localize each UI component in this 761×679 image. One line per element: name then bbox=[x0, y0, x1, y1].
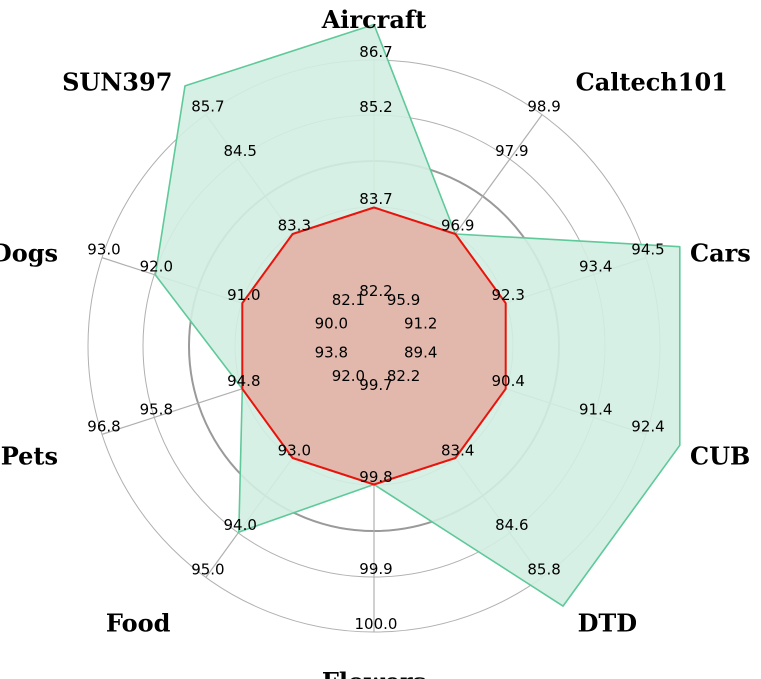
tick-label-cars-2: 92.3 bbox=[491, 286, 524, 304]
series-layer bbox=[154, 23, 681, 607]
tick-label-dogs-4: 93.0 bbox=[87, 241, 120, 259]
tick-label-food-1: 92.0 bbox=[332, 367, 365, 385]
tick-label-food-4: 95.0 bbox=[191, 560, 224, 578]
tick-label-dogs-1: 90.0 bbox=[315, 315, 348, 333]
tick-label-aircraft-2: 83.7 bbox=[359, 190, 392, 208]
tick-label-cub-3: 91.4 bbox=[579, 400, 612, 418]
tick-label-dtd-3: 84.6 bbox=[495, 516, 528, 534]
tick-label-food-2: 93.0 bbox=[278, 442, 311, 460]
tick-label-food-3: 94.0 bbox=[223, 516, 256, 534]
axis-name-caltech101: Caltech101 bbox=[576, 67, 728, 96]
axis-name-cub: CUB bbox=[690, 442, 750, 471]
axis-name-pets: Pets bbox=[1, 442, 58, 471]
tick-label-flowers-1: 99.7 bbox=[359, 376, 392, 394]
tick-label-flowers-4: 100.0 bbox=[355, 615, 398, 633]
tick-label-pets-2: 94.8 bbox=[227, 372, 260, 390]
axis-name-dogs: Dogs bbox=[0, 238, 58, 267]
tick-label-cub-4: 92.4 bbox=[631, 417, 664, 435]
tick-label-sun397-1: 82.1 bbox=[332, 291, 365, 309]
tick-label-cub-2: 90.4 bbox=[491, 372, 524, 390]
tick-label-flowers-3: 99.9 bbox=[359, 560, 392, 578]
tick-label-sun397-2: 83.3 bbox=[278, 217, 311, 235]
tick-label-caltech101-4: 98.9 bbox=[527, 98, 560, 116]
axis-name-sun397: SUN397 bbox=[62, 67, 172, 96]
tick-label-cars-1: 91.2 bbox=[404, 315, 437, 333]
tick-label-dogs-2: 91.0 bbox=[227, 286, 260, 304]
tick-label-flowers-2: 99.8 bbox=[359, 468, 392, 486]
tick-label-aircraft-1: 82.2 bbox=[359, 282, 392, 300]
axis-name-food: Food bbox=[106, 609, 171, 638]
tick-label-aircraft-4: 86.7 bbox=[359, 43, 392, 61]
tick-label-sun397-4: 85.7 bbox=[191, 98, 224, 116]
axis-name-layer: Aircraft Caltech101 Cars CUB DTD Flowers Food P… bbox=[0, 5, 751, 679]
tick-label-dtd-2: 83.4 bbox=[441, 442, 474, 460]
tick-label-caltech101-2: 96.9 bbox=[441, 217, 474, 235]
tick-label-pets-4: 96.8 bbox=[87, 417, 120, 435]
axis-name-flowers: Flowers bbox=[322, 667, 426, 679]
tick-label-sun397-3: 84.5 bbox=[223, 142, 256, 160]
tick-label-caltech101-1: 95.9 bbox=[387, 291, 420, 309]
tick-label-pets-3: 95.8 bbox=[140, 400, 173, 418]
tick-label-aircraft-3: 85.2 bbox=[359, 98, 392, 116]
tick-label-layer: 82.2 83.7 85.2 86.7 95.9 96.9 97.9 98.9 91.2 92.3… bbox=[87, 43, 664, 633]
tick-label-cub-1: 89.4 bbox=[404, 344, 437, 362]
tick-label-dtd-4: 85.8 bbox=[527, 560, 560, 578]
tick-label-cars-3: 93.4 bbox=[579, 258, 612, 276]
tick-label-pets-1: 93.8 bbox=[315, 344, 348, 362]
tick-label-dogs-3: 92.0 bbox=[140, 258, 173, 276]
tick-label-cars-4: 94.5 bbox=[631, 241, 664, 259]
tick-label-caltech101-3: 97.9 bbox=[495, 142, 528, 160]
axis-name-cars: Cars bbox=[690, 238, 751, 267]
axis-name-aircraft: Aircraft bbox=[321, 5, 427, 34]
axis-name-dtd: DTD bbox=[578, 609, 637, 638]
tick-label-dtd-1: 82.2 bbox=[387, 367, 420, 385]
